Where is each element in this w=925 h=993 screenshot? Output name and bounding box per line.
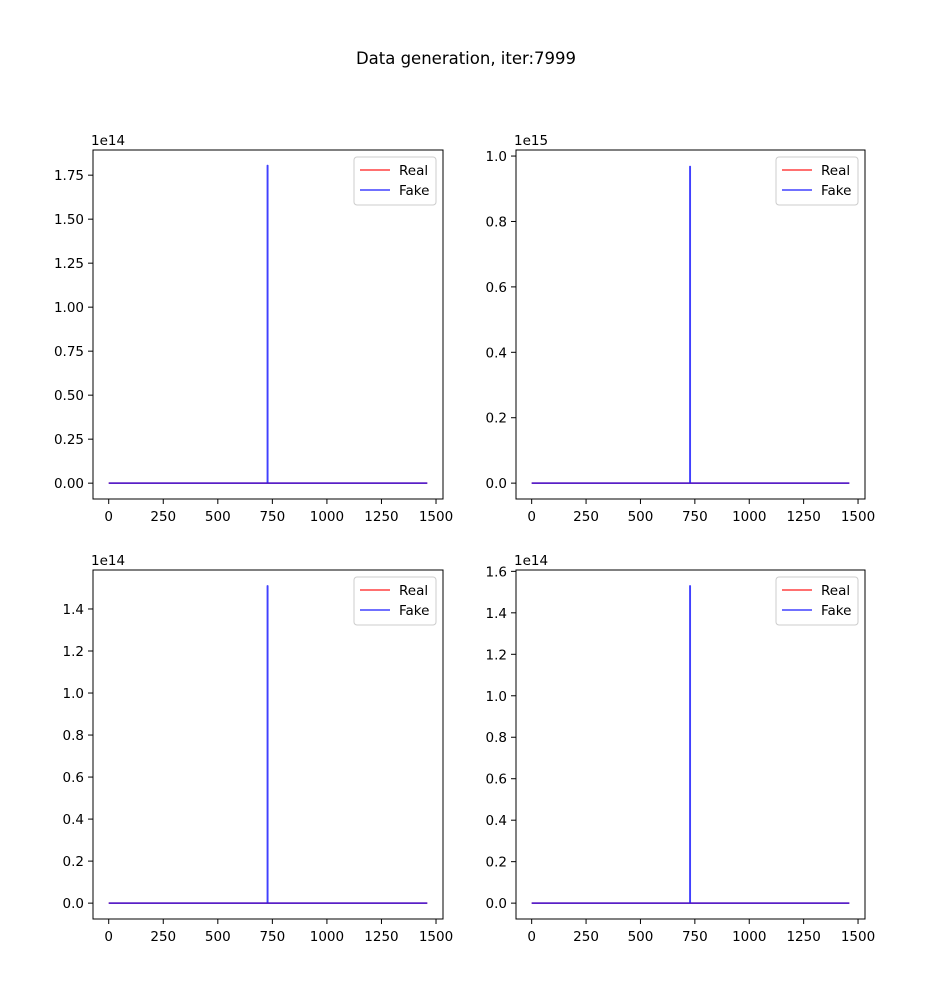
x-tick-label: 750 <box>259 929 285 945</box>
x-tick-label: 1500 <box>841 929 875 945</box>
legend-box <box>775 576 859 626</box>
y-tick-label: 1.2 <box>486 647 507 663</box>
x-tick-label: 250 <box>150 929 176 945</box>
y-tick-label: 0.6 <box>486 280 507 296</box>
axes-frame <box>92 149 444 500</box>
x-tick-label: 1500 <box>419 929 453 945</box>
legend-label-fake: Fake <box>821 183 851 199</box>
legend-label-real: Real <box>399 583 428 599</box>
x-tick-label: 500 <box>628 929 654 945</box>
series-line-fake <box>108 164 428 484</box>
legend-box <box>353 576 437 626</box>
y-tick-label: 0.0 <box>486 476 507 492</box>
y-tick-label: 1.4 <box>486 606 507 622</box>
y-tick-label: 0.4 <box>486 345 507 361</box>
y-tick-label: 1.00 <box>54 300 84 316</box>
y-tick-label: 0.25 <box>54 432 84 448</box>
y-tick-label: 0.75 <box>54 344 84 360</box>
y-tick-label: 0.00 <box>54 476 84 492</box>
x-tick-label: 250 <box>573 509 599 525</box>
y-tick-label: 1.0 <box>63 686 84 702</box>
y-tick-label: 0.4 <box>63 812 84 828</box>
y-offset-label: 1e14 <box>91 133 125 149</box>
y-tick-label: 0.4 <box>486 813 507 829</box>
x-tick-label: 1000 <box>732 509 766 525</box>
y-tick-label: 0.8 <box>63 728 84 744</box>
y-tick-label: 0.2 <box>486 855 507 871</box>
subplot-2: 0 250 500 750 1000 1250 1500 0.0 0.2 0.4 0.6 0.8 1.0… <box>486 133 876 525</box>
legend: Real Fake <box>353 576 437 626</box>
y-offset-label: 1e15 <box>514 133 548 149</box>
legend-label-fake: Fake <box>399 183 429 199</box>
legend-label-real: Real <box>399 163 428 179</box>
x-tick-label: 0 <box>104 929 113 945</box>
y-tick-label: 0.8 <box>486 214 507 230</box>
legend-box <box>353 156 437 206</box>
series-line-fake <box>531 165 850 484</box>
x-tick-label: 750 <box>682 929 708 945</box>
legend-label-real: Real <box>821 583 850 599</box>
x-tick-label: 750 <box>259 509 285 525</box>
legend-box <box>775 156 859 206</box>
y-tick-label: 1.75 <box>54 168 84 184</box>
axes-frame <box>92 569 444 920</box>
x-tick-label: 0 <box>527 929 536 945</box>
y-tick-label: 0.6 <box>486 772 507 788</box>
axes-frame <box>515 149 866 500</box>
x-tick-label: 250 <box>573 929 599 945</box>
y-tick-label: 1.50 <box>54 212 84 228</box>
y-tick-label: 0.50 <box>54 388 84 404</box>
x-tick-label: 1000 <box>310 509 344 525</box>
x-tick-label: 1250 <box>786 509 820 525</box>
x-tick-label: 1500 <box>841 509 875 525</box>
figure-suptitle: Data generation, iter:7999 <box>356 49 576 68</box>
legend-label-fake: Fake <box>821 603 851 619</box>
x-tick-label: 1000 <box>732 929 766 945</box>
y-offset-label: 1e14 <box>514 553 548 569</box>
x-tick-label: 500 <box>628 509 654 525</box>
y-tick-label: 1.2 <box>63 644 84 660</box>
x-tick-label: 250 <box>150 509 176 525</box>
y-tick-label: 1.6 <box>486 564 507 580</box>
x-tick-label: 1500 <box>419 509 453 525</box>
y-tick-label: 1.0 <box>486 689 507 705</box>
series-line-fake <box>531 585 850 904</box>
x-tick-label: 1250 <box>364 509 398 525</box>
y-tick-label: 0.2 <box>486 411 507 427</box>
legend-label-real: Real <box>821 163 850 179</box>
legend: Real Fake <box>353 156 437 206</box>
y-tick-label: 0.2 <box>63 854 84 870</box>
y-tick-label: 1.4 <box>63 602 84 618</box>
x-tick-label: 1250 <box>364 929 398 945</box>
x-tick-label: 750 <box>682 509 708 525</box>
x-tick-label: 500 <box>205 509 231 525</box>
y-tick-label: 0.0 <box>63 896 84 912</box>
x-tick-label: 1000 <box>310 929 344 945</box>
y-tick-label: 1.25 <box>54 256 84 272</box>
legend-label-fake: Fake <box>399 603 429 619</box>
y-tick-label: 0.8 <box>486 730 507 746</box>
y-tick-label: 0.6 <box>63 770 84 786</box>
y-tick-label: 1.0 <box>486 149 507 165</box>
axes-frame <box>515 569 866 920</box>
x-tick-label: 0 <box>527 509 536 525</box>
y-tick-label: 0.0 <box>486 896 507 912</box>
y-offset-label: 1e14 <box>91 553 125 569</box>
x-tick-label: 0 <box>104 509 113 525</box>
subplot-4: 0 250 500 750 1000 1250 1500 0.0 0.2 0.4 0.6 0.8 1.0… <box>486 553 876 945</box>
legend: Real Fake <box>775 156 859 206</box>
subplot-1: 0 250 500 750 1000 1250 1500 0.00 0.25 0.50 0.75 1.… <box>54 133 453 525</box>
series-line-fake <box>108 585 428 904</box>
subplot-3: 0 250 500 750 1000 1250 1500 0.0 0.2 0.4 0.6 0.8 1.0… <box>63 553 454 945</box>
legend: Real Fake <box>775 576 859 626</box>
x-tick-label: 500 <box>205 929 231 945</box>
subplot-grid: 0 250 500 750 1000 1250 15000.000.250.500.751.… <box>54 133 875 945</box>
x-tick-label: 1250 <box>786 929 820 945</box>
